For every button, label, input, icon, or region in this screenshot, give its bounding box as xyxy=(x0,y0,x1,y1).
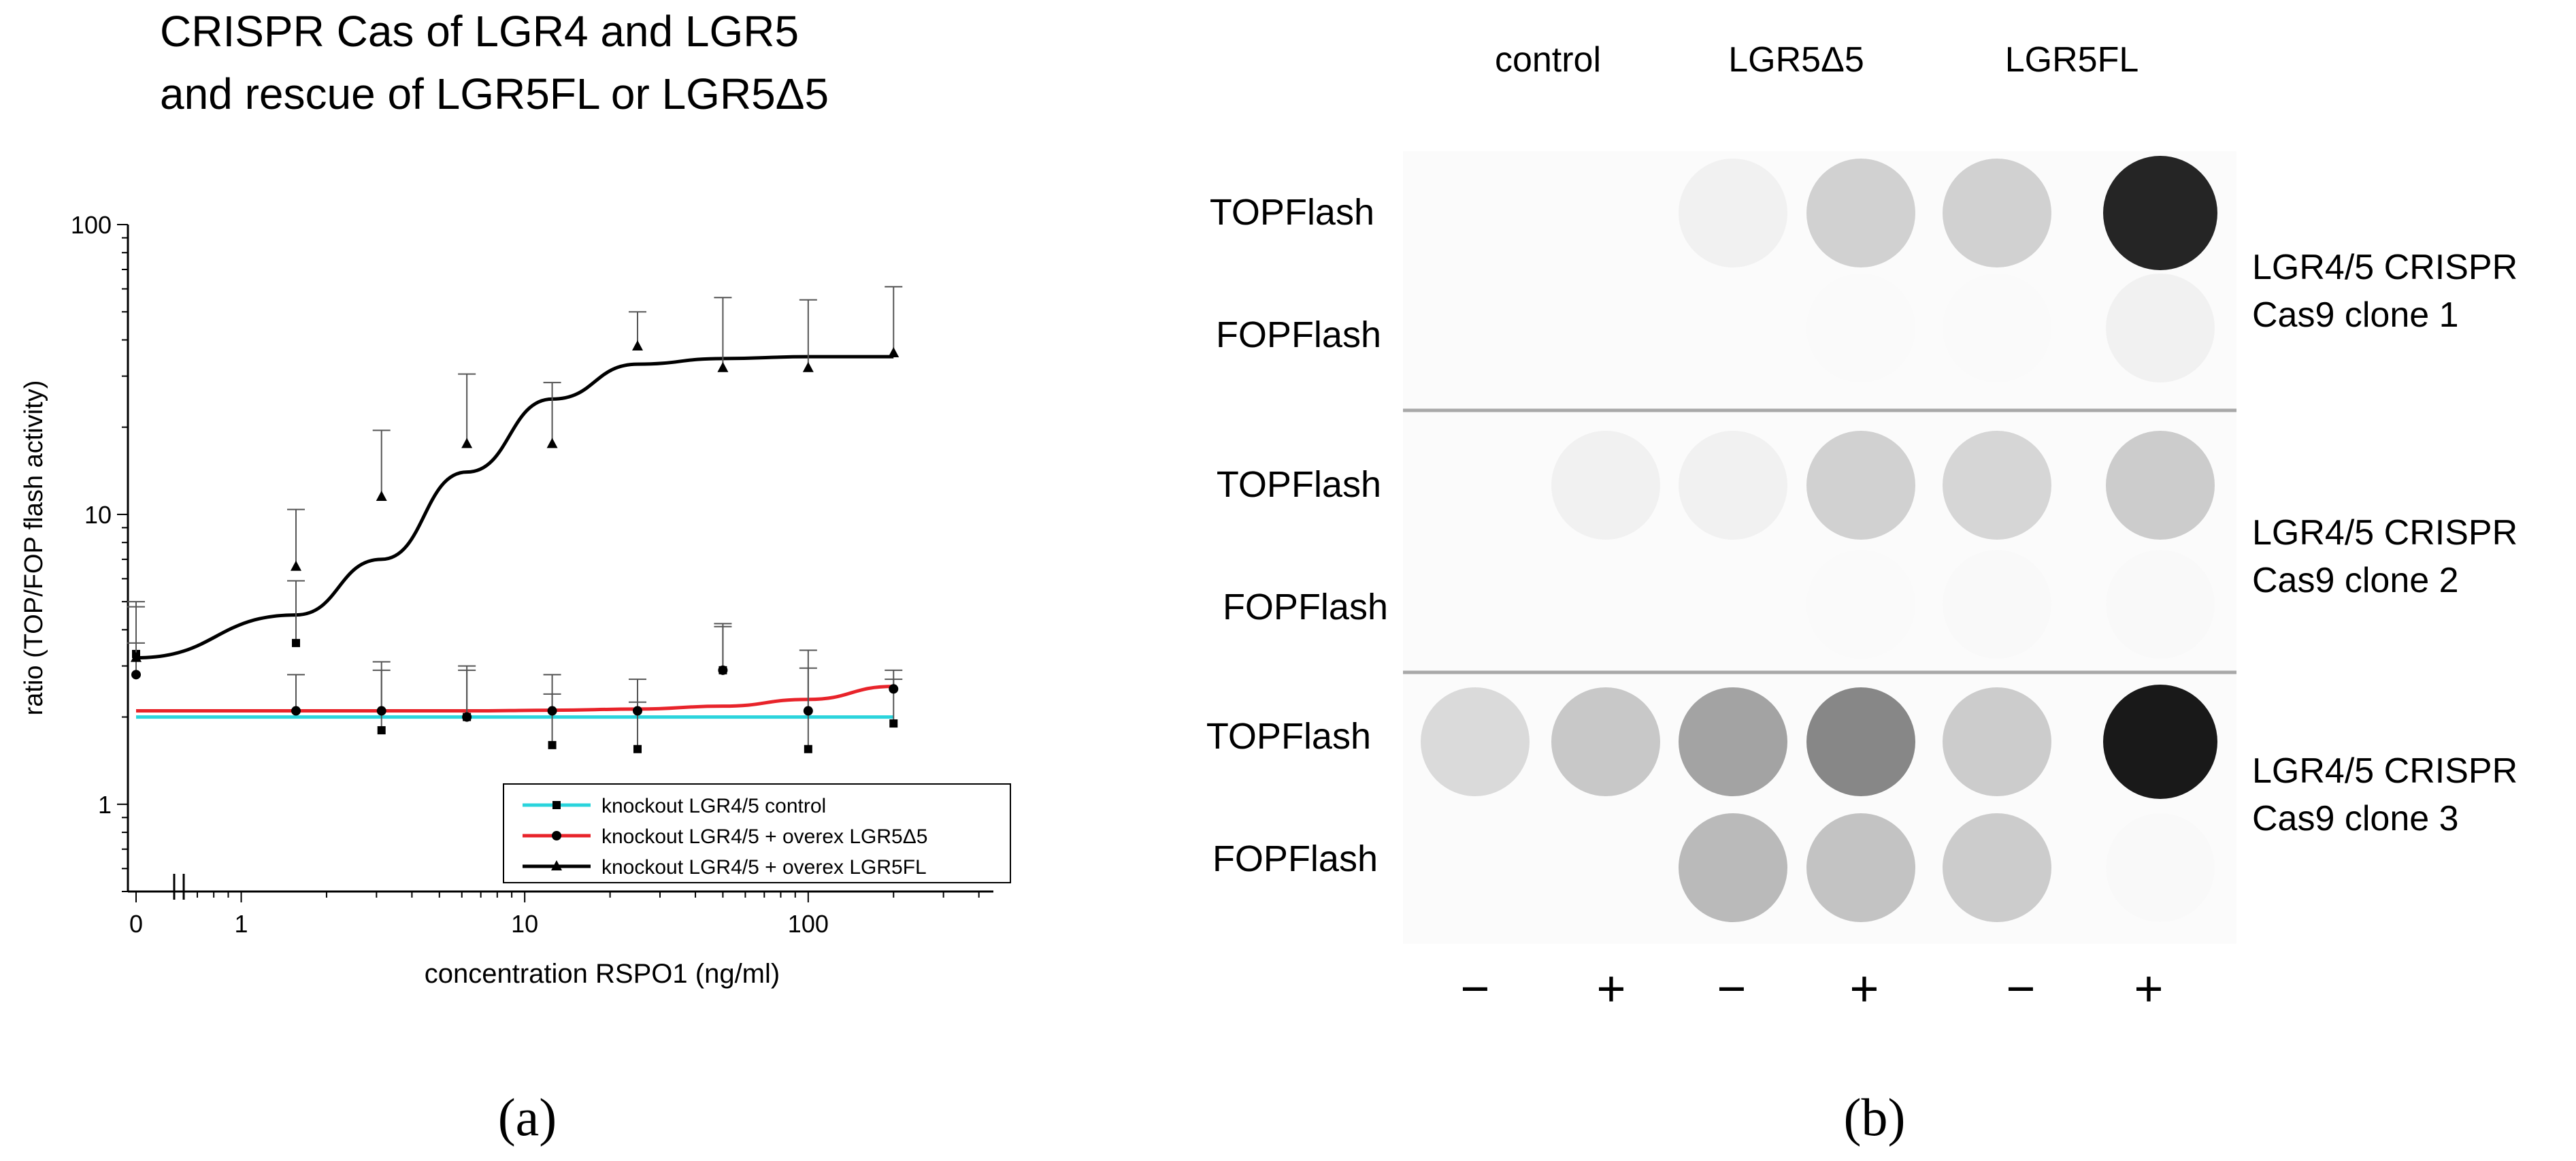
data-point-square xyxy=(292,638,301,647)
data-point-circle xyxy=(376,706,386,716)
legend-label: knockout LGR4/5 + overex LGR5FL xyxy=(601,856,927,879)
blot-spot xyxy=(1806,274,1915,382)
data-point-triangle xyxy=(631,340,643,350)
column-group-label: LGR5Δ5 xyxy=(1728,40,1864,80)
panel-b: control LGR5Δ5 LGR5FL TOPFlash FOPFlash TOPF… xyxy=(1206,40,2517,1147)
blot-spot xyxy=(2103,685,2217,799)
clone-label-line-2: Cas9 clone 2 xyxy=(2252,561,2459,600)
data-point-circle xyxy=(632,706,642,716)
blot-spot xyxy=(1806,687,1915,796)
data-point-circle xyxy=(803,706,813,716)
data-point-circle xyxy=(462,712,472,722)
x-tick-label: 0 xyxy=(129,910,143,938)
column-group-label: LGR5FL xyxy=(2005,40,2139,80)
row-label: FOPFlash xyxy=(1223,587,1388,627)
blot-spot xyxy=(2106,274,2215,382)
treatment-sign: − xyxy=(1460,960,1489,1017)
blot-spot xyxy=(1679,813,1787,922)
chart-title-line-1: CRISPR Cas of LGR4 and LGR5 xyxy=(160,7,799,56)
blot-spot xyxy=(1806,813,1915,922)
clone-label-line-2: Cas9 clone 3 xyxy=(2252,799,2459,838)
y-tick-label: 1 xyxy=(98,791,112,819)
data-point-square xyxy=(377,726,386,735)
treatment-sign: + xyxy=(1849,960,1879,1017)
blot-spot xyxy=(1679,159,1787,267)
blot-spot xyxy=(2106,550,2215,659)
data-point-circle xyxy=(889,684,899,694)
data-point-triangle xyxy=(376,491,387,502)
clone-label-line-1: LGR4/5 CRISPR xyxy=(2252,751,2517,791)
x-tick-label: 10 xyxy=(511,910,538,938)
column-group-label: control xyxy=(1495,40,1601,80)
x-tick-label: 100 xyxy=(788,910,829,938)
legend-marker-triangle xyxy=(551,860,562,870)
fit-curve-series-3 xyxy=(135,355,894,660)
blot-spot xyxy=(1943,274,2051,382)
row-label: FOPFlash xyxy=(1212,838,1378,879)
row-label: FOPFlash xyxy=(1216,314,1381,355)
data-point-triangle xyxy=(717,361,729,372)
x-tick-label: 1 xyxy=(235,910,248,938)
data-point-square xyxy=(633,745,642,753)
blot-spot xyxy=(1551,431,1660,540)
clone-label-line-2: Cas9 clone 1 xyxy=(2252,295,2459,335)
treatment-sign: + xyxy=(1596,960,1625,1017)
blot-spot xyxy=(1943,431,2051,540)
legend-marker-circle xyxy=(552,831,561,840)
chart-title-line-2: and rescue of LGR5FL or LGR5Δ5 xyxy=(160,69,829,118)
data-point-square xyxy=(889,719,898,728)
blot-spot xyxy=(2103,156,2217,270)
y-tick-label: 100 xyxy=(71,211,112,239)
treatment-sign: − xyxy=(2006,960,2035,1017)
data-point-triangle xyxy=(888,346,899,357)
legend-label: knockout LGR4/5 + overex LGR5Δ5 xyxy=(601,825,927,848)
data-point-triangle xyxy=(461,438,473,448)
blot-spot xyxy=(1551,687,1660,796)
legend: knockout LGR4/5 control knockout LGR4/5 +… xyxy=(503,783,1011,883)
blot-spot xyxy=(1943,159,2051,267)
clone-label-line-1: LGR4/5 CRISPR xyxy=(2252,248,2517,287)
x-axis-label: concentration RSPO1 (ng/ml) xyxy=(425,959,780,989)
blot-image xyxy=(1403,151,2236,944)
legend-label: knockout LGR4/5 control xyxy=(601,795,826,817)
blot-spot xyxy=(1943,550,2051,659)
treatment-sign: + xyxy=(2134,960,2163,1017)
blot-spot xyxy=(1679,687,1787,796)
data-point-triangle xyxy=(131,651,142,662)
y-tick-label: 10 xyxy=(84,501,112,529)
panel-a-label: (a) xyxy=(498,1088,557,1147)
blot-spot xyxy=(1806,431,1915,540)
data-point-circle xyxy=(291,706,301,716)
blot-spot xyxy=(1806,159,1915,267)
data-point-square xyxy=(804,745,812,753)
blot-spot xyxy=(1943,687,2051,796)
blot-spot xyxy=(1943,813,2051,922)
legend-marker-square xyxy=(552,801,561,809)
treatment-sign: − xyxy=(1717,960,1746,1017)
data-point-circle xyxy=(131,670,141,680)
blot-spot xyxy=(2106,813,2215,922)
row-label: TOPFlash xyxy=(1206,716,1371,757)
data-point-triangle xyxy=(546,438,558,448)
data-point-triangle xyxy=(802,361,814,372)
blot-membrane xyxy=(1403,151,2236,944)
y-axis-label: ratio (TOP/FOP flash activity) xyxy=(20,380,48,716)
row-label: TOPFlash xyxy=(1217,464,1381,505)
blot-spot xyxy=(1421,687,1530,796)
blot-spot xyxy=(1806,550,1915,659)
data-point-square xyxy=(548,740,557,749)
blot-spot xyxy=(1679,431,1787,540)
panel-b-label: (b) xyxy=(1844,1088,1906,1147)
plot-area: 1 10 100 0 1 10 100 xyxy=(71,211,993,938)
data-point-circle xyxy=(718,665,728,675)
blot-spot xyxy=(2106,431,2215,540)
data-point-circle xyxy=(547,706,557,716)
row-label: TOPFlash xyxy=(1210,192,1374,233)
panel-a: CRISPR Cas of LGR4 and LGR5 and rescue o… xyxy=(20,7,1011,1147)
fit-curve-series-2 xyxy=(136,685,894,713)
data-point-triangle xyxy=(291,560,302,571)
clone-label-line-1: LGR4/5 CRISPR xyxy=(2252,513,2517,553)
